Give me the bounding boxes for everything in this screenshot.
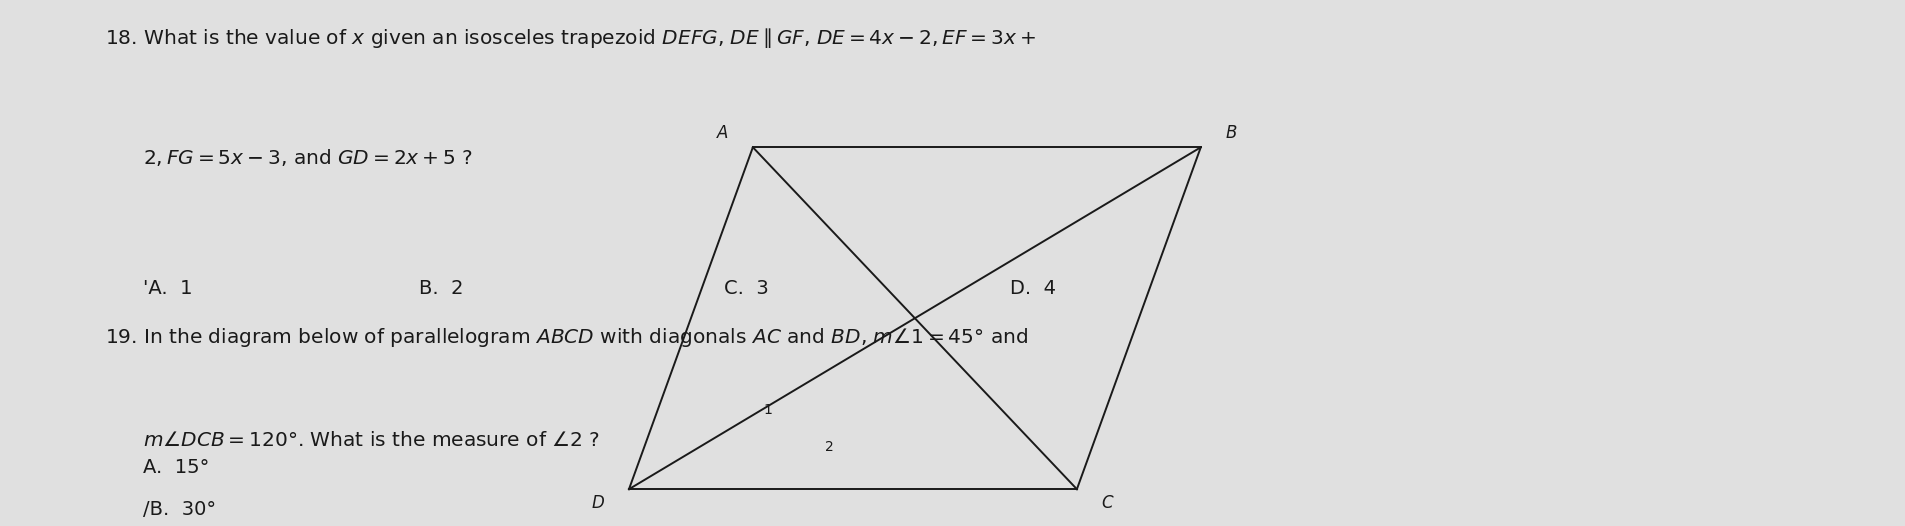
Text: 19. In the diagram below of parallelogram $ABCD$ with diagonals $AC$ and $BD$, $: 19. In the diagram below of parallelogra… [105, 326, 1027, 349]
Text: 18. What is the value of $x$ given an isosceles trapezoid $DEFG$, $DE \parallel : 18. What is the value of $x$ given an is… [105, 26, 1034, 50]
Text: $m\angle DCB= 120°$. What is the measure of $\angle 2$ ?: $m\angle DCB= 120°$. What is the measure… [143, 431, 600, 450]
Text: D.  4: D. 4 [1010, 279, 1055, 298]
Text: 2: 2 [825, 440, 832, 454]
Text: D: D [591, 494, 604, 512]
Text: $2, FG = 5x-3$, and $GD = 2x+5$ ?: $2, FG = 5x-3$, and $GD = 2x+5$ ? [143, 147, 472, 168]
Text: B: B [1225, 124, 1236, 142]
Text: /B.  30°: /B. 30° [143, 500, 215, 519]
Text: 1: 1 [764, 403, 772, 417]
Text: 'A.  1: 'A. 1 [143, 279, 192, 298]
Text: C: C [1101, 494, 1113, 512]
Text: C.  3: C. 3 [724, 279, 768, 298]
Text: A.  15°: A. 15° [143, 458, 210, 477]
Text: A: A [716, 124, 728, 142]
Text: B.  2: B. 2 [419, 279, 463, 298]
